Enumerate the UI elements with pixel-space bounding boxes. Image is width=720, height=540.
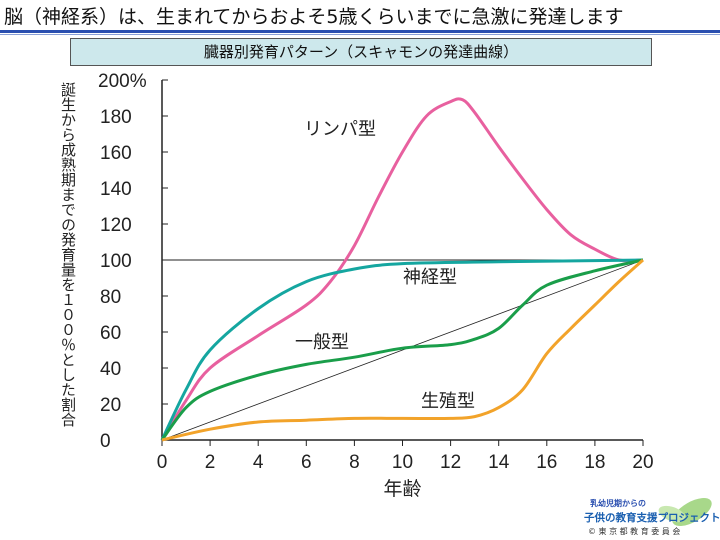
y-tick-label: 160 <box>100 143 132 164</box>
x-tick-label: 14 <box>488 452 510 473</box>
divider <box>0 30 720 33</box>
logo-line2: 子供の教育支援プロジェクト <box>584 512 720 524</box>
x-tick-label: 6 <box>301 452 312 473</box>
x-tick-label: 12 <box>440 452 461 473</box>
x-tick-label: 4 <box>253 452 264 473</box>
y-tick-label: 140 <box>100 179 132 200</box>
series-line <box>160 258 644 441</box>
x-tick-label: 8 <box>349 452 360 473</box>
series-label: 生殖型 <box>421 390 475 412</box>
divider-thin <box>0 34 720 35</box>
headline: 脳（神経系）は、生まれてからおよそ5歳くらいまでに急激に発達します <box>4 6 624 28</box>
y-tick-label: 120 <box>100 215 132 236</box>
logo-line1: 乳幼児期からの <box>590 499 646 508</box>
x-tick-label: 18 <box>584 452 605 473</box>
y-tick-label: 40 <box>100 359 121 380</box>
y-tick-label: 60 <box>100 323 121 344</box>
series-line <box>160 258 644 441</box>
reference-diagonal <box>161 259 644 441</box>
series-line <box>161 258 645 442</box>
y-tick-label: 80 <box>100 287 121 308</box>
x-tick-label: 10 <box>392 452 413 473</box>
y-tick-label: 180 <box>100 107 132 128</box>
series-label: リンパ型 <box>304 119 376 140</box>
x-tick-label: 2 <box>205 452 216 473</box>
logo: 乳幼児期からの 子供の教育支援プロジェクト © 東 京 都 教 育 委 員 会 <box>580 494 720 540</box>
series-line <box>160 97 644 441</box>
y-tick-label: 200% <box>98 71 147 92</box>
x-axis-label: 年齢 <box>383 478 421 500</box>
x-tick-label: 0 <box>157 452 168 473</box>
x-tick-label: 16 <box>536 452 557 473</box>
y-tick-label: 100 <box>100 251 132 272</box>
x-tick-label: 20 <box>632 452 653 473</box>
y-tick-label: 0 <box>100 431 111 452</box>
chart-title: 臓器別発育パターン（スキャモンの発達曲線） <box>70 38 652 66</box>
series-label: 神経型 <box>403 267 457 288</box>
y-axis-label: 誕生から成熟期までの発育量を１００％とした割合 <box>59 82 77 427</box>
y-tick-label: 20 <box>100 395 121 416</box>
logo-line3: © 東 京 都 教 育 委 員 会 <box>588 527 681 536</box>
series-label: 一般型 <box>295 332 349 353</box>
